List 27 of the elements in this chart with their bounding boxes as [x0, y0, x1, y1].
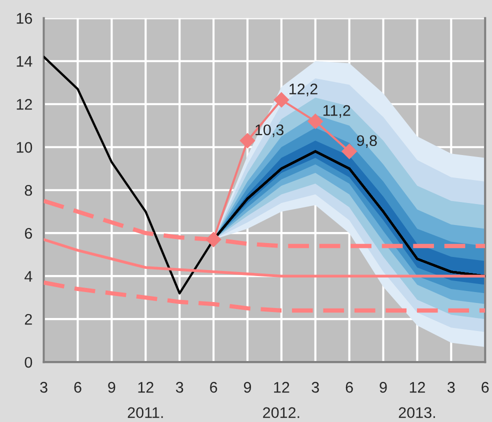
y-tick-label: 12	[16, 98, 32, 110]
y-tick-label: 8	[24, 184, 32, 196]
x-tick-label: 6	[210, 382, 218, 393]
x-tick-label: 9	[108, 382, 116, 393]
x-tick-label: 6	[74, 382, 82, 393]
x-tick-label: 9	[244, 382, 251, 393]
data-label: 11,2	[323, 105, 350, 118]
y-tick-label: 16	[16, 13, 32, 24]
x-tick-label: 12 2011.	[128, 382, 163, 418]
x-tick-label: 9	[380, 382, 387, 393]
y-tick-label: 0	[24, 356, 32, 368]
y-tick-label: 2	[24, 314, 32, 325]
data-label: 10,3	[256, 124, 284, 138]
y-tick-label: 4	[24, 271, 32, 282]
y-tick-label: 6	[24, 228, 32, 239]
data-label: 12,2	[290, 84, 318, 96]
x-tick-label: 3	[176, 382, 184, 393]
x-tick-label: 3	[40, 382, 48, 393]
x-tick-label: 6	[482, 382, 489, 393]
x-tick-label: 12 2013.	[398, 382, 435, 418]
data-label: 9,8	[356, 135, 377, 148]
x-tick-label: 12 2012.	[263, 382, 300, 418]
x-tick-label: 6	[346, 382, 353, 393]
x-tick-label: 3	[312, 382, 319, 393]
y-tick-label: 10	[16, 142, 32, 153]
y-tick-label: 14	[16, 56, 32, 67]
x-tick-label: 3	[448, 382, 455, 393]
